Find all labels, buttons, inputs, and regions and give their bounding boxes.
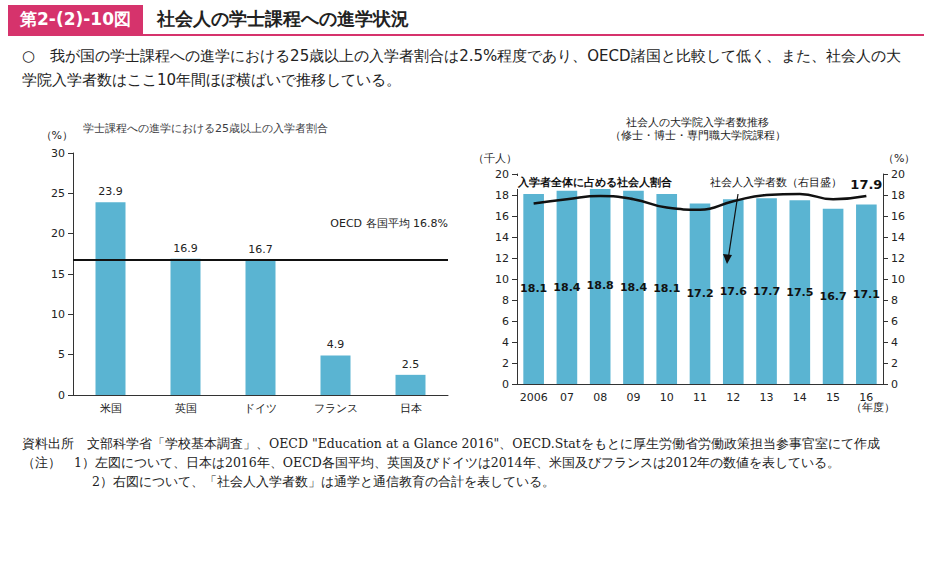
svg-text:6: 6 [502, 315, 509, 328]
svg-text:10: 10 [891, 273, 905, 286]
svg-text:23.9: 23.9 [98, 185, 123, 198]
svg-text:16: 16 [891, 210, 905, 223]
svg-text:15: 15 [826, 391, 840, 404]
svg-text:14: 14 [495, 231, 509, 244]
svg-text:10: 10 [495, 273, 509, 286]
svg-text:10: 10 [660, 391, 674, 404]
svg-text:（%）: （%） [883, 152, 915, 165]
svg-text:18: 18 [891, 189, 905, 202]
svg-text:08: 08 [593, 391, 607, 404]
svg-text:4: 4 [891, 336, 898, 349]
svg-text:8: 8 [502, 294, 509, 307]
svg-text:17.1: 17.1 [853, 288, 880, 301]
svg-text:16: 16 [859, 391, 873, 404]
svg-text:20: 20 [51, 227, 65, 240]
svg-text:16.9: 16.9 [173, 242, 198, 255]
svg-text:12: 12 [891, 252, 905, 265]
html-text:○ 我が国の学士課程への進学における25歳以上の入学者割合は: ○ 我が国の学士課程への進学における25歳以上の入学者割合は2.5%程度であり、… [22, 47, 901, 89]
svg-text:8: 8 [891, 294, 898, 307]
svg-text:日本: 日本 [400, 402, 422, 415]
svg-text:17.9: 17.9 [850, 177, 882, 192]
svg-text:（修士・博士・専門職大学院課程）: （修士・博士・専門職大学院課程） [610, 129, 786, 142]
svg-text:2006: 2006 [520, 391, 548, 404]
svg-text:16: 16 [495, 210, 509, 223]
svg-text:学士課程への進学における25歳以上の入学者割合: 学士課程への進学における25歳以上の入学者割合 [83, 122, 328, 135]
svg-text:12: 12 [495, 252, 509, 265]
html-text:2）右図について、「社会人入学者数」は通学と通信教育の合計を: 2）右図について、「社会人入学者数」は通学と通信教育の合計を表している。 [92, 474, 555, 489]
svg-text:（年度）: （年度） [851, 401, 895, 414]
svg-text:17.5: 17.5 [786, 286, 813, 299]
svg-text:18.4: 18.4 [553, 281, 580, 294]
svg-text:07: 07 [560, 391, 574, 404]
html-text:社会人の学士課程への進学状況: 社会人の学士課程への進学状況 [157, 8, 409, 29]
svg-text:（%）: （%） [41, 129, 73, 142]
svg-text:2: 2 [891, 357, 898, 370]
svg-text:5: 5 [58, 348, 65, 361]
html-text:第2-(2)-10図: 第2-(2)-10図 [20, 8, 131, 29]
svg-text:2: 2 [502, 357, 509, 370]
svg-text:16.7: 16.7 [820, 290, 847, 303]
svg-text:25: 25 [51, 187, 65, 200]
svg-text:社会人の大学院入学者数推移: 社会人の大学院入学者数推移 [626, 116, 769, 129]
svg-text:18.4: 18.4 [620, 281, 647, 294]
svg-text:入学者全体に占める社会人割合: 入学者全体に占める社会人割合 [517, 176, 673, 189]
svg-text:4: 4 [502, 336, 509, 349]
svg-text:17.7: 17.7 [753, 285, 780, 298]
svg-text:15: 15 [51, 268, 65, 281]
html-text:資料出所 文部科学省「学校基本調査」、OECD "Educa: 資料出所 文部科学省「学校基本調査」、OECD "Education at a … [22, 436, 880, 451]
svg-text:20: 20 [891, 168, 905, 181]
svg-text:0: 0 [58, 389, 65, 402]
svg-text:11: 11 [693, 391, 707, 404]
svg-text:09: 09 [626, 391, 640, 404]
svg-text:（千人）: （千人） [473, 152, 517, 165]
svg-text:米国: 米国 [100, 402, 122, 415]
svg-text:フランス: フランス [314, 402, 358, 415]
svg-text:18.8: 18.8 [587, 279, 614, 292]
svg-text:18.1: 18.1 [653, 282, 680, 295]
svg-text:13: 13 [760, 391, 774, 404]
svg-text:ドイツ: ドイツ [244, 402, 277, 415]
svg-text:18.1: 18.1 [520, 282, 547, 295]
svg-text:14: 14 [891, 231, 905, 244]
svg-text:OECD 各国平均 16.8%: OECD 各国平均 16.8% [330, 217, 448, 230]
svg-text:18: 18 [495, 189, 509, 202]
svg-text:17.6: 17.6 [720, 285, 747, 298]
svg-text:4.9: 4.9 [327, 338, 345, 351]
svg-text:英国: 英国 [175, 402, 197, 415]
svg-text:12: 12 [726, 391, 740, 404]
svg-text:0: 0 [502, 378, 509, 391]
svg-text:14: 14 [793, 391, 807, 404]
svg-text:30: 30 [51, 147, 65, 160]
svg-text:2.5: 2.5 [402, 358, 420, 371]
svg-text:0: 0 [891, 378, 898, 391]
svg-text:10: 10 [51, 308, 65, 321]
svg-text:16.7: 16.7 [248, 243, 273, 256]
svg-text:6: 6 [891, 315, 898, 328]
svg-text:20: 20 [495, 168, 509, 181]
svg-text:17.2: 17.2 [686, 287, 713, 300]
svg-text:社会人入学者数（右目盛）: 社会人入学者数（右目盛） [710, 176, 842, 189]
html-text:（注） 1）左図について、日本は2016年、OECD各国平均: （注） 1）左図について、日本は2016年、OECD各国平均、英国及びドイツは2… [22, 455, 841, 470]
